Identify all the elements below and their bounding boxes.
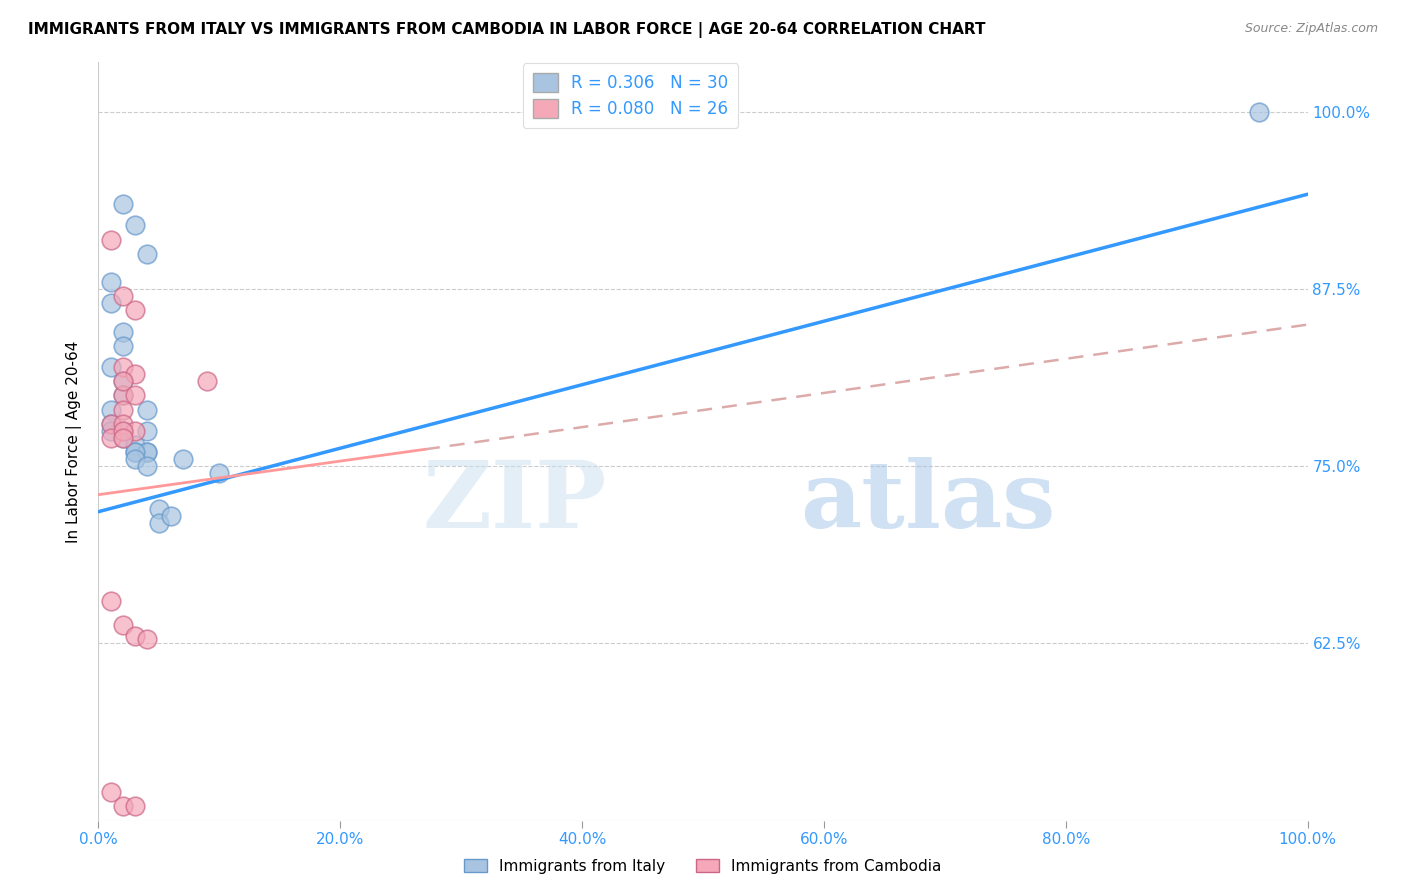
Point (100, 785, 122, 799)
Point (111, 431, 134, 445)
Point (124, 452, 146, 467)
Point (124, 388, 146, 402)
Point (111, 431, 134, 445)
Point (111, 424, 134, 438)
Point (135, 459, 157, 474)
Point (111, 339, 134, 353)
Text: IMMIGRANTS FROM ITALY VS IMMIGRANTS FROM CAMBODIA IN LABOR FORCE | AGE 20-64 COR: IMMIGRANTS FROM ITALY VS IMMIGRANTS FROM… (28, 22, 986, 38)
Point (100, 431, 122, 445)
Point (208, 467, 231, 481)
Point (111, 424, 134, 438)
Text: Source: ZipAtlas.com: Source: ZipAtlas.com (1244, 22, 1378, 36)
Text: atlas: atlas (800, 458, 1054, 547)
Point (100, 360, 122, 375)
Point (111, 799, 134, 814)
Point (135, 246, 157, 260)
Point (135, 445, 157, 459)
Point (148, 516, 170, 530)
Point (195, 374, 218, 388)
Point (111, 197, 134, 211)
Point (124, 438, 146, 452)
Point (100, 417, 122, 431)
Point (124, 368, 146, 382)
Point (124, 424, 146, 438)
Point (148, 501, 170, 516)
Point (100, 594, 122, 608)
Point (100, 296, 122, 310)
Point (135, 424, 157, 438)
Point (111, 417, 134, 431)
Point (124, 445, 146, 459)
Point (135, 402, 157, 417)
Point (100, 233, 122, 247)
Point (124, 445, 146, 459)
Point (124, 219, 146, 233)
Point (111, 388, 134, 402)
Point (100, 275, 122, 289)
Point (1249, 105, 1271, 120)
Legend: R = 0.306   N = 30, R = 0.080   N = 26: R = 0.306 N = 30, R = 0.080 N = 26 (523, 63, 738, 128)
Point (100, 417, 122, 431)
Point (111, 289, 134, 303)
Point (111, 388, 134, 402)
Point (160, 508, 183, 523)
Point (135, 632, 157, 647)
Point (111, 360, 134, 375)
Point (111, 618, 134, 632)
Point (124, 303, 146, 318)
Legend: Immigrants from Italy, Immigrants from Cambodia: Immigrants from Italy, Immigrants from C… (458, 853, 948, 880)
Point (124, 799, 146, 814)
Point (111, 374, 134, 388)
Point (111, 374, 134, 388)
Point (111, 325, 134, 339)
Point (124, 629, 146, 643)
Point (135, 445, 157, 459)
Point (100, 424, 122, 438)
Text: ZIP: ZIP (422, 458, 606, 547)
Point (172, 452, 194, 467)
Y-axis label: In Labor Force | Age 20-64: In Labor Force | Age 20-64 (66, 341, 83, 542)
Point (111, 402, 134, 417)
Point (100, 402, 122, 417)
